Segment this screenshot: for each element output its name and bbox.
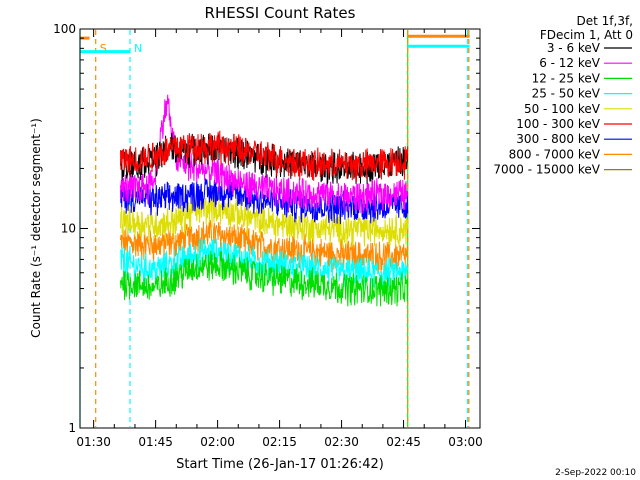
ticks-layer: 01:30 01:45 02:00 02:15 02:30 02:45 03:00 1 10 10… bbox=[53, 22, 483, 449]
series-100-300kev bbox=[120, 130, 409, 183]
legend-label-3: 25 - 50 keV bbox=[532, 87, 601, 101]
legend-label-0: 3 - 6 keV bbox=[547, 41, 601, 55]
chart-title: RHESSI Count Rates bbox=[205, 4, 356, 22]
x-tick-label: 02:45 bbox=[386, 435, 421, 449]
legend-header-line-1: Det 1f,3f, bbox=[577, 14, 634, 28]
footer-timestamp: 2-Sep-2022 00:10 bbox=[555, 468, 636, 478]
legend-label-6: 300 - 800 keV bbox=[516, 132, 600, 146]
series-12-25kev bbox=[120, 250, 409, 307]
y-axis-label: Count Rate (s⁻¹ detector segment⁻¹) bbox=[29, 118, 43, 338]
status-bars-layer bbox=[80, 34, 470, 54]
annotation-label-n: N bbox=[134, 42, 142, 55]
annotation-label-s: S bbox=[100, 42, 107, 55]
y-tick-label: 10 bbox=[61, 222, 76, 236]
series-layer bbox=[120, 94, 409, 307]
x-tick-label: 01:30 bbox=[76, 435, 111, 449]
legend-label-7: 800 - 7000 keV bbox=[509, 147, 601, 161]
y-tick-label: 1 bbox=[68, 421, 76, 435]
x-tick-label: 02:15 bbox=[262, 435, 297, 449]
series-25-50kev bbox=[120, 238, 409, 290]
series-50-100kev bbox=[120, 192, 409, 249]
x-tick-label: 01:45 bbox=[138, 435, 173, 449]
y-tick-label: 100 bbox=[53, 22, 76, 36]
legend-label-4: 50 - 100 keV bbox=[524, 102, 601, 116]
legend-label-1: 6 - 12 keV bbox=[539, 56, 601, 70]
x-tick-label: 02:30 bbox=[324, 435, 359, 449]
legend-label-8: 7000 - 15000 keV bbox=[493, 163, 600, 177]
x-axis-label: Start Time (26-Jan-17 01:26:42) bbox=[176, 457, 384, 472]
x-tick-label: 03:00 bbox=[448, 435, 483, 449]
x-tick-label: 02:00 bbox=[200, 435, 235, 449]
legend-label-5: 100 - 300 keV bbox=[516, 117, 600, 131]
legend-header-line-2: FDecim 1, Att 0 bbox=[540, 28, 633, 42]
series-6-12kev bbox=[120, 94, 409, 214]
legend-label-2: 12 - 25 keV bbox=[532, 71, 601, 85]
